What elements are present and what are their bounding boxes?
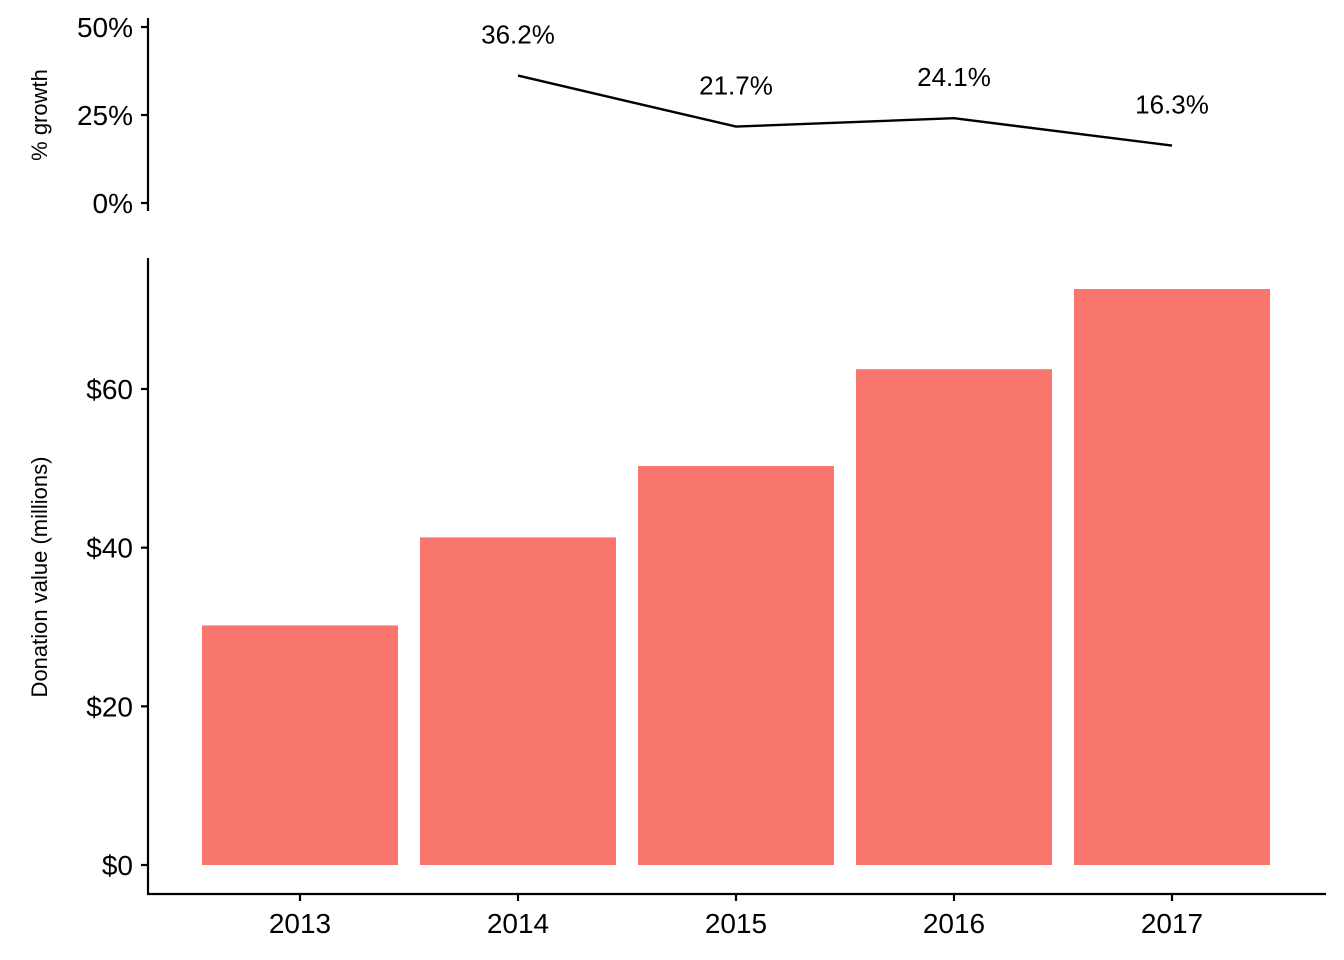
bar-2016 (856, 369, 1052, 865)
x-tick-label: 2013 (269, 908, 331, 939)
growth-data-label: 36.2% (481, 20, 555, 50)
growth-y-axis-title: % growth (27, 69, 52, 161)
growth-y-tick-label: 0% (93, 188, 133, 219)
x-tick-label: 2014 (487, 908, 549, 939)
growth-y-tick-label: 50% (77, 12, 133, 43)
bar-y-tick-label: $40 (86, 533, 133, 564)
x-tick-label: 2017 (1141, 908, 1203, 939)
bar-2015 (638, 466, 834, 865)
bar-2017 (1074, 289, 1270, 865)
bar-y-axis-title: Donation value (millions) (27, 457, 52, 698)
bar-2013 (202, 625, 398, 865)
x-tick-label: 2015 (705, 908, 767, 939)
bar-y-tick-label: $0 (102, 850, 133, 881)
growth-data-label: 16.3% (1135, 90, 1209, 120)
growth-line-panel: 0% 25% 50% % growth 36.2% 21.7% 24.1% 16.3% (27, 12, 1209, 219)
growth-line-series (517, 74, 1173, 147)
x-tick-label: 2016 (923, 908, 985, 939)
donation-bar-panel: $0 $20 $40 $60 2013 2014 2015 2016 2017 Donation … (27, 258, 1326, 939)
growth-y-tick-label: 25% (77, 100, 133, 131)
bar-y-tick-label: $60 (86, 374, 133, 405)
bar-y-tick-label: $20 (86, 691, 133, 722)
bar-2014 (420, 537, 616, 865)
growth-data-label: 24.1% (917, 62, 991, 92)
growth-data-label: 21.7% (699, 71, 773, 101)
